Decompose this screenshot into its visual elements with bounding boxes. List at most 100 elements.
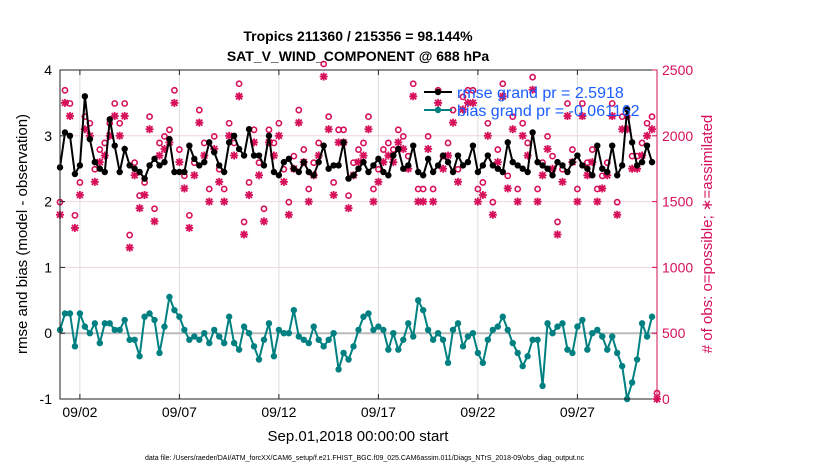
possible-marker: [71, 211, 79, 219]
rmse-point: [61, 129, 69, 136]
possible-marker: [240, 218, 248, 226]
possible-marker: [245, 179, 253, 186]
y-right-tick-label: 1500: [662, 194, 693, 210]
bias-point: [335, 366, 342, 373]
assimilated-marker: [319, 72, 328, 81]
possible-marker: [161, 132, 168, 140]
rmse-point: [230, 132, 238, 139]
assimilated-marker: [284, 210, 293, 219]
rmse-point: [211, 149, 218, 156]
rmse-point: [240, 152, 248, 159]
rmse-point: [519, 165, 526, 172]
rmse-point: [176, 168, 183, 176]
rmse-point: [604, 168, 611, 176]
possible-marker: [509, 113, 517, 121]
possible-marker: [608, 100, 616, 107]
bias-point: [166, 293, 173, 301]
rmse-point: [400, 165, 407, 172]
possible-marker: [116, 119, 124, 127]
bias-point: [400, 336, 407, 343]
rmse-point: [121, 145, 128, 153]
rmse-point: [136, 168, 143, 176]
y-tick-label: 4: [44, 62, 52, 78]
legend-rmse-label: rmse grand pr = 2.5918: [457, 85, 624, 102]
y-right-tick-label: 2500: [662, 62, 693, 78]
rmse-point: [76, 162, 84, 169]
y-axis-right-label: # of obs: o=possible; ∗=assimilated: [699, 115, 716, 354]
y-tick-label: 1: [44, 259, 52, 275]
bias-point: [156, 349, 163, 357]
rmse-point: [439, 152, 447, 159]
bias-point: [594, 326, 601, 334]
possible-marker: [300, 146, 308, 153]
bias-point: [439, 336, 447, 343]
bias-point: [633, 356, 641, 363]
assimilated-marker: [563, 112, 572, 121]
possible-marker: [131, 159, 139, 167]
x-tick-label: 09/02: [62, 404, 97, 420]
possible-marker: [365, 113, 372, 121]
rmse-point: [181, 168, 188, 176]
rmse-point: [206, 139, 213, 146]
bias-point: [206, 339, 213, 347]
bias-point: [539, 382, 546, 390]
bias-point: [614, 349, 621, 357]
assimilated-marker: [458, 105, 467, 114]
possible-marker: [544, 132, 551, 140]
rmse-point: [648, 158, 656, 166]
bias-point: [340, 349, 347, 357]
assimilated-marker: [90, 177, 99, 186]
assimilated-marker: [279, 177, 288, 186]
possible-marker: [250, 126, 258, 134]
rmse-point: [589, 172, 596, 179]
bias-point: [111, 326, 118, 334]
possible-marker: [200, 139, 208, 147]
y-tick-label: 0: [44, 325, 52, 341]
assimilated-marker: [245, 191, 254, 200]
legend-bias-label: bias grand pr = -0.061162: [457, 103, 640, 120]
rmse-point: [126, 162, 133, 169]
possible-marker: [578, 100, 586, 107]
bias-point: [638, 320, 646, 327]
assimilated-marker: [449, 118, 458, 127]
assimilated-marker: [329, 191, 338, 200]
x-tick-label: 09/07: [162, 404, 197, 420]
rmse-point: [509, 158, 516, 166]
possible-marker: [235, 80, 243, 88]
possible-marker: [489, 198, 497, 206]
bias-point: [86, 330, 94, 337]
possible-marker: [340, 126, 347, 134]
rmse-point: [196, 162, 203, 169]
bias-point: [574, 323, 581, 330]
rmse-point: [280, 158, 288, 166]
rmse-point: [156, 162, 163, 169]
y-right-tick-label: 2000: [662, 128, 693, 144]
rmse-point: [285, 155, 293, 163]
bias-point: [549, 330, 556, 337]
rmse-point: [66, 132, 74, 139]
possible-marker: [320, 60, 328, 68]
possible-marker: [91, 165, 99, 173]
rmse-point: [484, 152, 492, 159]
possible-marker: [479, 179, 487, 186]
rmse-point: [380, 168, 387, 176]
assimilated-marker: [215, 177, 224, 186]
assimilated-marker: [145, 125, 154, 134]
rmse-point: [225, 139, 233, 146]
bias-point: [216, 333, 223, 340]
possible-marker: [394, 126, 402, 134]
bias-point: [225, 313, 233, 320]
rmse-point: [220, 168, 228, 176]
bias-point: [618, 362, 626, 370]
bias-point: [196, 336, 203, 343]
possible-marker: [260, 205, 268, 213]
rmse-point: [86, 135, 94, 143]
assimilated-marker: [613, 210, 622, 219]
bias-point: [295, 333, 302, 340]
possible-marker: [564, 100, 571, 107]
bias-point: [504, 326, 511, 334]
rmse-point: [638, 158, 646, 166]
bias-point: [479, 359, 487, 367]
possible-marker: [504, 172, 512, 180]
bias-point: [390, 330, 397, 337]
